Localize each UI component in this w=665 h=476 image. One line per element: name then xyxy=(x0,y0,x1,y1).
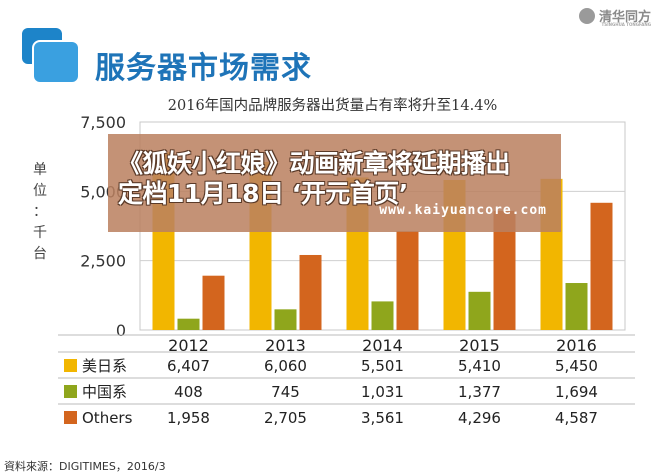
brand-subtitle: TSINGHUA TONGFANG xyxy=(601,22,651,27)
legend-label: 美日系 xyxy=(82,357,127,375)
data-label: 5,501 xyxy=(361,357,404,375)
data-label: 5,450 xyxy=(555,357,598,375)
x-tick-label: 2014 xyxy=(362,336,403,355)
banner-headline-2: 定档11月18日 ‘开元首页’ xyxy=(118,179,408,208)
chart-title: 2016年国内品牌服务器出货量占有率将升至14.4% xyxy=(167,98,498,114)
data-label: 5,410 xyxy=(458,357,501,375)
watermark-banner: 《狐妖小红娘》动画新章将延期播出 定档11月18日 ‘开元首页’ www.kai… xyxy=(108,134,561,232)
y-axis-label: 单位：千台 xyxy=(33,162,47,262)
y-tick-label: 2,500 xyxy=(80,252,126,271)
data-label: 3,561 xyxy=(361,409,404,427)
data-label: 6,407 xyxy=(167,357,210,375)
banner-headline-1: 《狐妖小红娘》动画新章将延期播出 xyxy=(118,149,511,178)
data-label: 6,060 xyxy=(264,357,307,375)
company-logo-icon xyxy=(22,28,82,88)
data-label: 745 xyxy=(271,383,300,401)
section-title: 服务器市场需求 xyxy=(95,51,312,86)
legend-swatch xyxy=(64,359,77,372)
legend-swatch xyxy=(64,385,77,398)
y-tick-label: 0 xyxy=(116,321,126,340)
x-tick-label: 2016 xyxy=(556,336,597,355)
bar-2015-2 xyxy=(493,210,516,330)
x-tick-label: 2013 xyxy=(265,336,306,355)
bar-2012-2 xyxy=(202,275,225,330)
bar-2013-2 xyxy=(299,254,322,330)
data-label: 408 xyxy=(174,383,203,401)
bar-2013-1 xyxy=(274,309,297,330)
brand-logo: 清华同方 TSINGHUA TONGFANG xyxy=(578,6,651,27)
source-note: 資料來源：DIGITIMES，2016/3 xyxy=(4,460,166,473)
banner-url: www.kaiyuancore.com xyxy=(379,203,547,218)
bar-2014-2 xyxy=(396,231,419,330)
data-label: 2,705 xyxy=(264,409,307,427)
data-label: 1,958 xyxy=(167,409,210,427)
x-tick-label: 2012 xyxy=(168,336,209,355)
bar-2012-1 xyxy=(177,318,200,330)
data-label: 4,587 xyxy=(555,409,598,427)
bar-2016-1 xyxy=(565,283,588,330)
bar-2016-2 xyxy=(590,202,613,330)
data-label: 4,296 xyxy=(458,409,501,427)
x-tick-label: 2015 xyxy=(459,336,500,355)
bar-2015-1 xyxy=(468,291,491,330)
data-label: 1,694 xyxy=(555,383,598,401)
legend-label: Others xyxy=(82,409,133,427)
brand-icon xyxy=(578,7,595,24)
bar-2014-1 xyxy=(371,301,394,330)
legend-swatch xyxy=(64,411,77,424)
data-label: 1,031 xyxy=(361,383,404,401)
data-label: 1,377 xyxy=(458,383,501,401)
legend-label: 中国系 xyxy=(82,383,127,401)
brand-name: 清华同方 xyxy=(598,10,651,25)
y-tick-label: 7,500 xyxy=(80,113,126,132)
